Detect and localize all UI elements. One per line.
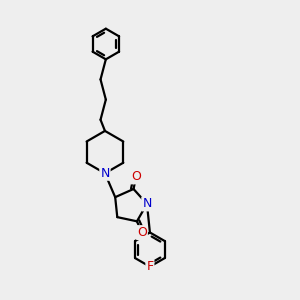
Text: O: O	[131, 170, 141, 183]
Text: F: F	[146, 260, 154, 273]
Text: N: N	[142, 197, 152, 210]
Text: O: O	[137, 226, 147, 239]
Text: N: N	[100, 167, 110, 180]
